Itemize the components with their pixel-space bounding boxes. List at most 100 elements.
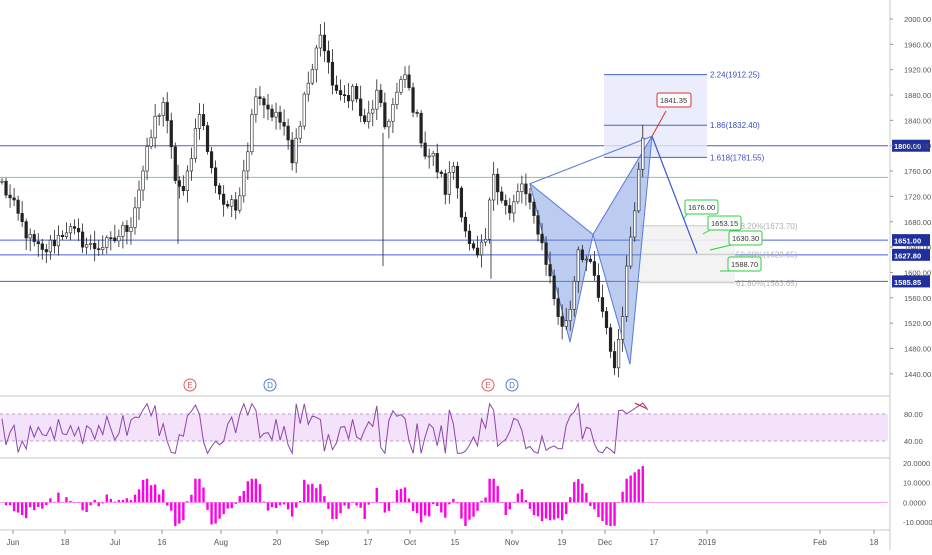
candle-body — [56, 234, 61, 247]
candle-body — [447, 172, 451, 195]
candle-body — [16, 199, 20, 214]
oscillator-bar — [234, 502, 237, 504]
candle-body — [36, 241, 40, 245]
candle-body — [105, 237, 109, 248]
candle-body — [274, 111, 278, 118]
candle-body — [310, 69, 314, 84]
candle-body — [20, 213, 24, 222]
oscillator-bar — [20, 502, 24, 516]
oscillator-bar — [641, 466, 644, 503]
fib-extension-label: 1.618(1781.55) — [710, 153, 765, 162]
oscillator-bar — [500, 502, 503, 503]
chart-frame — [0, 0, 891, 550]
oscillator-bar — [427, 502, 431, 517]
oscillator-bar — [419, 502, 423, 523]
candle-body — [512, 201, 516, 214]
candle-body — [375, 89, 379, 110]
candle-body — [355, 86, 359, 100]
oscillator-bar — [593, 502, 596, 510]
candle-body — [258, 96, 262, 99]
candle-body — [488, 199, 492, 240]
candle-body — [459, 187, 464, 218]
oscillator-bar — [625, 478, 628, 503]
candle-body — [177, 180, 181, 187]
oscillator-axis-label: 20.0000 — [903, 459, 930, 468]
candle-body — [576, 249, 580, 282]
candle-body — [326, 50, 331, 63]
oscillator-bar — [214, 502, 217, 524]
price-axis-label: 1880.00 — [904, 91, 931, 100]
candle-body — [222, 193, 226, 205]
oscillator-bar — [133, 494, 137, 503]
oscillator-bar — [145, 478, 149, 503]
price-levels: 1800.00 1651.00 1627.80 1585.85 — [0, 139, 930, 288]
candle-body — [552, 275, 556, 300]
oscillator-bar — [125, 498, 129, 503]
candle-body — [399, 79, 403, 93]
oscillator-bar — [113, 501, 117, 503]
oscillator-bar — [238, 496, 241, 503]
candle-body — [230, 199, 234, 207]
candle-body — [145, 146, 149, 172]
candle-body — [338, 90, 343, 95]
oscillator-bar — [387, 502, 391, 511]
candle-body — [32, 234, 36, 242]
candle-body — [270, 108, 274, 118]
target-callout-label: 1588.70 — [731, 260, 758, 269]
oscillator-bar — [93, 499, 96, 503]
candle-body — [173, 146, 177, 181]
candle-body — [60, 234, 65, 238]
oscillator-bar — [109, 498, 113, 503]
candle-body — [625, 265, 629, 317]
event-marker-circle — [481, 378, 495, 392]
price-axis-label: 1560.00 — [904, 294, 931, 303]
candle-body — [411, 87, 415, 113]
candle-body — [415, 112, 419, 114]
rsi-axis-label: 40.00 — [904, 437, 923, 446]
price-level-label: 1800.00 — [894, 142, 921, 151]
candle-body — [564, 320, 568, 327]
oscillator-histogram — [0, 466, 888, 527]
candle-body — [371, 108, 375, 114]
rsi-indicator — [1, 402, 649, 456]
candle-body — [153, 115, 157, 139]
oscillator-bar — [560, 502, 564, 521]
candle-body — [508, 205, 512, 214]
oscillator-bar — [8, 502, 12, 506]
oscillator-bar — [85, 502, 88, 512]
oscillator-bar — [432, 502, 435, 505]
candle-body — [633, 210, 637, 238]
oscillator-bar — [117, 499, 121, 503]
oscillator-bar — [577, 479, 580, 503]
oscillator-bar — [359, 502, 362, 508]
candle-body — [302, 93, 306, 127]
candle-body — [52, 239, 56, 247]
candle-body — [492, 173, 496, 201]
price-level-tag — [892, 234, 930, 247]
oscillator-bar — [149, 485, 153, 503]
candle-body — [439, 171, 443, 174]
rsi-line — [1, 402, 649, 456]
oscillator-bar — [37, 502, 40, 507]
oscillator-bar — [484, 497, 487, 503]
candle-body — [101, 247, 105, 250]
time-axis-label: Sep — [315, 538, 330, 547]
candle-body — [282, 122, 286, 127]
oscillator-bar — [488, 478, 491, 503]
oscillator-bar — [45, 502, 48, 506]
event-marker-circle — [263, 378, 277, 392]
candle-body — [479, 241, 484, 256]
candle-body — [363, 115, 367, 123]
candle-body — [520, 183, 524, 192]
price-axis-label: 1600.00 — [904, 268, 931, 277]
oscillator-bar — [307, 484, 310, 503]
oscillator-bar — [311, 483, 314, 503]
candle-body — [278, 111, 282, 123]
oscillator-bar — [363, 502, 366, 519]
price-axis-label: 1440.00 — [904, 370, 931, 379]
price-axis-label: 1960.00 — [904, 40, 931, 49]
oscillator-bar — [460, 502, 463, 519]
oscillator-bar — [556, 502, 560, 519]
candle-body — [117, 235, 121, 242]
